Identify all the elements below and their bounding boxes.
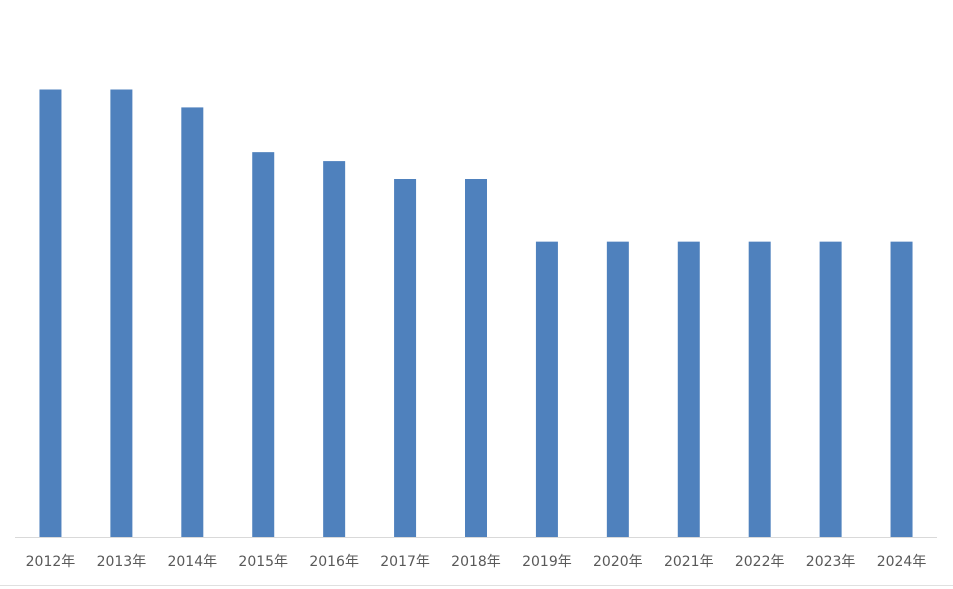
x-tick-label: 2022年 [735, 554, 785, 570]
x-tick-label: 2024年 [877, 554, 927, 570]
bar [181, 107, 204, 538]
bar [535, 241, 558, 537]
bar [819, 241, 842, 537]
bar [748, 241, 771, 537]
x-tick-label: 2016年 [309, 554, 359, 570]
x-tick-label: 2018年 [451, 554, 501, 570]
x-tick-label: 2020年 [593, 554, 643, 570]
bar [677, 241, 700, 537]
bar [39, 89, 62, 537]
x-tick-label: 2013年 [97, 554, 147, 570]
x-tick-label: 2015年 [238, 554, 288, 570]
bar [890, 241, 913, 537]
bar [606, 241, 629, 537]
x-tick-label: 2021年 [664, 554, 714, 570]
bar [323, 161, 346, 537]
bar [110, 89, 133, 537]
x-tick-label: 2023年 [806, 554, 856, 570]
bar [465, 179, 487, 537]
x-tick-label: 2012年 [26, 554, 76, 570]
x-tick-label: 2017年 [380, 554, 430, 570]
bar [252, 152, 275, 537]
x-tick-label: 2014年 [167, 554, 217, 570]
x-tick-label: 2019年 [522, 554, 572, 570]
bar [394, 179, 417, 537]
